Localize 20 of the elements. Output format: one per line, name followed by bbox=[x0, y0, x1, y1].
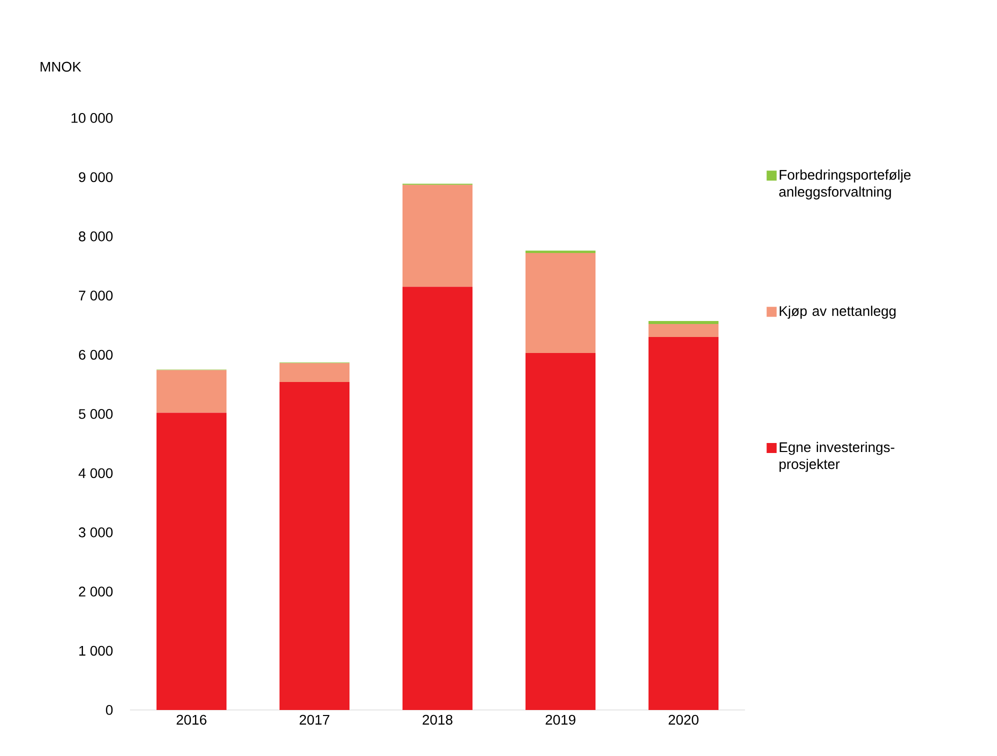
legend-label: Forbedringsportefølje anleggsforvaltning bbox=[779, 170, 911, 200]
y-tick-label: 5 000 bbox=[78, 409, 113, 419]
y-tick-label: 8 000 bbox=[78, 231, 113, 242]
y-tick-label: 3 000 bbox=[78, 527, 113, 538]
legend-label: Kjøp av nettanlegg bbox=[780, 306, 896, 319]
x-tick-label: 2018 bbox=[422, 714, 452, 725]
x-tick-label: 2019 bbox=[546, 714, 576, 725]
y-tick-label: 10 000 bbox=[72, 113, 113, 123]
y-axis-title: MNOK bbox=[40, 62, 82, 72]
y-tick-label: 9 000 bbox=[78, 172, 113, 182]
x-tick-label: 2020 bbox=[668, 714, 698, 725]
x-tick-label: 2017 bbox=[300, 714, 330, 725]
y-tick-label: 1 000 bbox=[79, 646, 113, 656]
legend-label: Egne investerings-prosjekter bbox=[780, 442, 894, 472]
y-tick-label: 2 000 bbox=[78, 586, 113, 597]
y-tick-label: 7 000 bbox=[78, 290, 113, 301]
y-tick-label: 6 000 bbox=[78, 350, 113, 360]
y-tick-label: 0 bbox=[106, 705, 113, 715]
x-tick-label: 2016 bbox=[176, 714, 206, 725]
y-tick-label: 4 000 bbox=[78, 468, 113, 478]
